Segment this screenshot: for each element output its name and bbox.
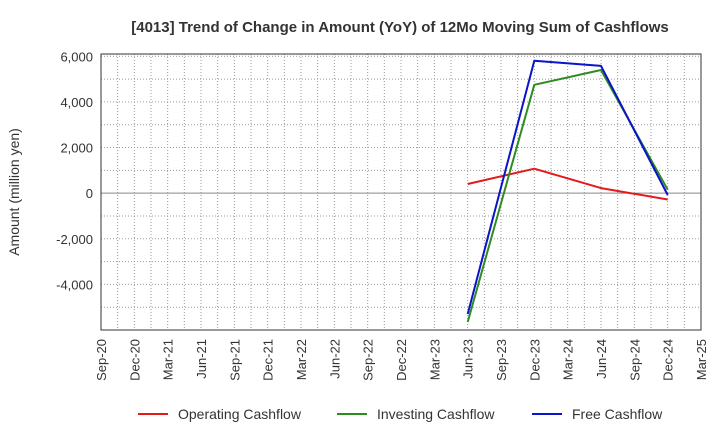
x-tick-label: Mar-24: [561, 339, 576, 380]
y-tick-label: -4,000: [56, 277, 93, 292]
x-tick-label: Mar-21: [161, 339, 176, 380]
x-tick-label: Jun-24: [594, 339, 609, 379]
x-tick-label: Jun-22: [327, 339, 342, 379]
x-tick-label: Dec-23: [527, 339, 542, 381]
legend-label-operating-cashflow: Operating Cashflow: [178, 406, 302, 422]
x-tick-label: Sep-21: [227, 339, 242, 381]
x-tick-label: Jun-21: [194, 339, 209, 379]
legend-label-free-cashflow: Free Cashflow: [572, 406, 663, 422]
series-line-operating-cashflow: [467, 167, 668, 201]
x-tick-label: Mar-25: [694, 339, 709, 380]
x-tick-label: Mar-22: [294, 339, 309, 380]
y-tick-label: 2,000: [60, 141, 93, 156]
y-tick-label: 4,000: [60, 95, 93, 110]
x-tick-label: Mar-23: [427, 339, 442, 380]
y-tick-label: 6,000: [60, 49, 93, 64]
x-tick-label: Sep-22: [361, 339, 376, 381]
x-tick-label: Sep-23: [494, 339, 509, 381]
plot-border: [100, 53, 702, 331]
x-tick-label: Sep-20: [94, 339, 109, 381]
y-tick-label: -2,000: [56, 232, 93, 247]
x-tick-label: Jun-23: [461, 339, 476, 379]
y-tick-label: 0: [86, 186, 93, 201]
legend: Operating Cashflow Investing Cashflow Free…: [138, 406, 663, 422]
plot-area: 6,000 4,000 2,000 0 -2,000 -4,000 Sep-20 Dec-20…: [56, 49, 709, 381]
legend-label-investing-cashflow: Investing Cashflow: [377, 406, 495, 422]
x-tick-label: Dec-22: [394, 339, 409, 381]
x-tick-label: Dec-24: [661, 339, 676, 381]
x-tick-label: Dec-21: [261, 339, 276, 381]
series-line-free-cashflow: [466, 59, 669, 315]
x-tick-label: Sep-24: [627, 339, 642, 381]
x-tick-label: Dec-20: [127, 339, 142, 381]
y-axis-label: Amount (million yen): [6, 128, 22, 256]
chart-title: [4013] Trend of Change in Amount (YoY) o…: [131, 19, 669, 36]
